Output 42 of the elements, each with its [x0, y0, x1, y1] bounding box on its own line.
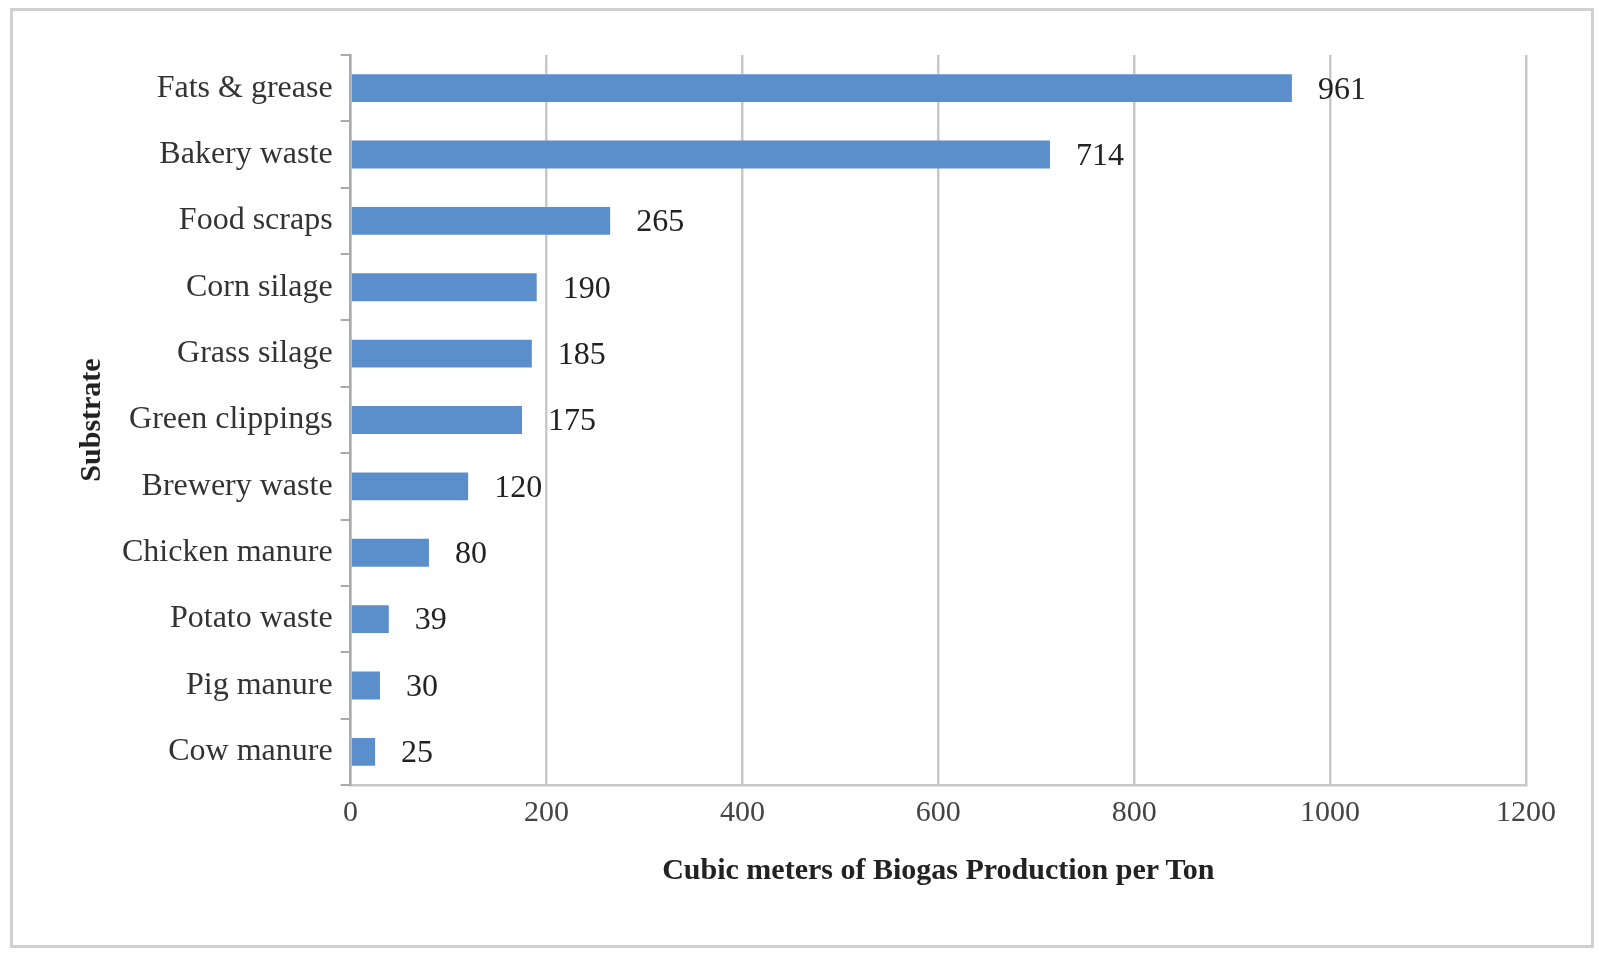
x-axis-title: Cubic meters of Biogas Production per Ton: [662, 851, 1215, 885]
data-label: 185: [557, 335, 606, 372]
y-tick-label: Fats & grease: [156, 67, 333, 104]
bar: [351, 273, 537, 302]
bar: [351, 737, 376, 766]
data-label: 265: [636, 202, 685, 239]
x-tick-label: 200: [523, 793, 569, 827]
x-tick-label: 800: [1111, 793, 1157, 827]
x-tick-label: 0: [343, 793, 359, 827]
data-label: 80: [454, 534, 487, 571]
data-label: 714: [1075, 135, 1124, 172]
bar: [351, 339, 532, 368]
y-tick-label: Corn silage: [185, 266, 333, 303]
bar: [351, 538, 429, 567]
data-label: 39: [414, 600, 447, 637]
y-tick-label: Food scraps: [178, 200, 333, 237]
bar: [351, 605, 389, 634]
bar: [351, 671, 380, 700]
y-tick-label: Brewery waste: [141, 465, 333, 502]
y-tick-label: Pig manure: [185, 664, 333, 701]
data-label: 30: [405, 666, 438, 703]
y-tick-label: Bakery waste: [159, 133, 333, 170]
data-label: 175: [548, 401, 597, 438]
x-tick-label: 1200: [1496, 793, 1556, 827]
y-tick-label: Chicken manure: [122, 532, 333, 569]
bar: [351, 406, 523, 434]
x-tick-label: 600: [915, 793, 961, 827]
data-label: 190: [562, 268, 611, 305]
data-label: 25: [401, 733, 434, 770]
data-label: 961: [1317, 69, 1366, 106]
y-tick-label: Green clippings: [129, 399, 333, 436]
y-tick-label: Grass silage: [177, 333, 333, 370]
y-tick-label: Cow manure: [168, 731, 333, 768]
bar: [351, 140, 1050, 169]
y-axis-title: Substrate: [72, 358, 106, 482]
x-tick-label: 400: [719, 793, 765, 827]
bar: [351, 74, 1292, 103]
x-tick-label: 1000: [1300, 793, 1361, 827]
bar: [351, 206, 611, 235]
y-tick-label: Potato waste: [169, 598, 333, 635]
data-label: 120: [494, 467, 543, 504]
bar: [351, 472, 469, 501]
